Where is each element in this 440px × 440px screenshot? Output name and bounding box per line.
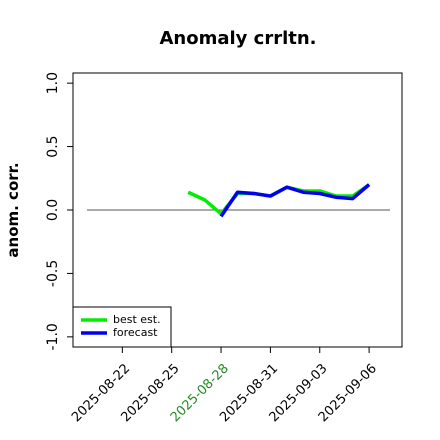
- y-tick-label: 1.0: [45, 72, 61, 94]
- y-tick-label: 0.0: [45, 199, 61, 221]
- series-line: [219, 183, 371, 218]
- y-tick-label: -0.5: [45, 260, 61, 287]
- chart-title: Anomaly crrltn.: [159, 28, 316, 49]
- legend-box: [72, 306, 172, 348]
- y-tick-label: 0.5: [45, 135, 61, 157]
- y-tick-label: -1.0: [45, 323, 61, 350]
- legend-label: best est.: [113, 313, 161, 326]
- y-axis-label: anom. corr.: [4, 162, 22, 257]
- legend-label: forecast: [113, 326, 158, 339]
